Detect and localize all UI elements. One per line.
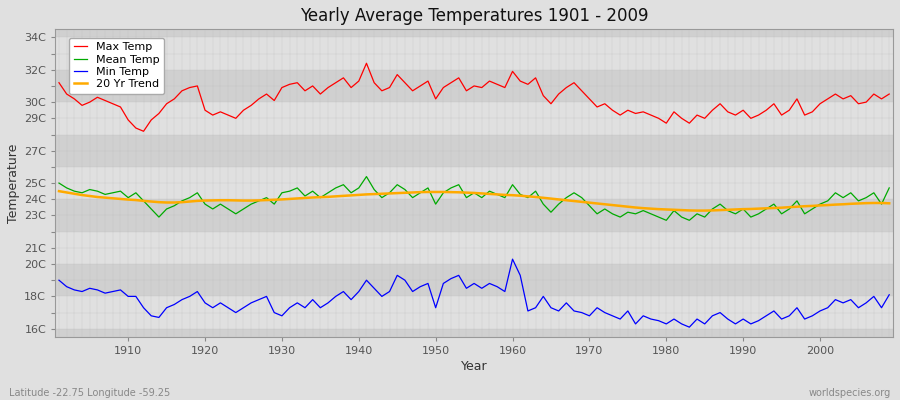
Max Temp — [361, 61, 372, 66]
Max Temp — [523, 82, 534, 87]
Title: Yearly Average Temperatures 1901 - 2009: Yearly Average Temperatures 1901 - 2009 — [300, 7, 648, 25]
20 Yr Trend — [500, 192, 510, 197]
Max Temp — [115, 104, 126, 109]
Mean Temp — [507, 182, 517, 187]
Min Temp — [330, 294, 341, 299]
Line: Mean Temp: Mean Temp — [59, 176, 889, 220]
Min Temp — [54, 278, 65, 283]
Line: Min Temp: Min Temp — [59, 259, 889, 327]
20 Yr Trend — [115, 196, 126, 201]
Bar — [55, 232, 893, 264]
Mean Temp — [330, 186, 341, 190]
20 Yr Trend — [884, 201, 895, 206]
X-axis label: Year: Year — [461, 360, 488, 373]
Min Temp — [284, 305, 295, 310]
Min Temp — [515, 273, 526, 278]
Max Temp — [615, 113, 626, 118]
Max Temp — [515, 79, 526, 84]
Bar — [55, 102, 893, 134]
Bar — [55, 167, 893, 199]
Text: worldspecies.org: worldspecies.org — [809, 388, 891, 398]
Mean Temp — [608, 212, 618, 216]
Legend: Max Temp, Mean Temp, Min Temp, 20 Yr Trend: Max Temp, Mean Temp, Min Temp, 20 Yr Tre… — [69, 38, 164, 94]
Bar — [55, 134, 893, 167]
20 Yr Trend — [284, 196, 295, 201]
Min Temp — [684, 325, 695, 330]
Min Temp — [884, 292, 895, 297]
Max Temp — [884, 92, 895, 96]
Bar — [55, 5, 893, 37]
Bar — [55, 199, 893, 232]
Min Temp — [608, 314, 618, 318]
20 Yr Trend — [507, 193, 517, 198]
Line: Max Temp: Max Temp — [59, 63, 889, 131]
Min Temp — [507, 257, 517, 262]
Mean Temp — [284, 189, 295, 194]
Text: Latitude -22.75 Longitude -59.25: Latitude -22.75 Longitude -59.25 — [9, 388, 170, 398]
Mean Temp — [54, 181, 65, 186]
Max Temp — [138, 129, 148, 134]
Mean Temp — [515, 192, 526, 197]
Mean Temp — [884, 186, 895, 190]
Bar — [55, 264, 893, 296]
Bar — [55, 70, 893, 102]
Bar — [55, 37, 893, 70]
Mean Temp — [361, 174, 372, 179]
Mean Temp — [115, 189, 126, 194]
20 Yr Trend — [691, 208, 702, 213]
Bar — [55, 296, 893, 329]
Line: 20 Yr Trend: 20 Yr Trend — [59, 191, 889, 210]
Mean Temp — [661, 218, 671, 223]
Min Temp — [115, 288, 126, 292]
20 Yr Trend — [330, 194, 341, 199]
Y-axis label: Temperature: Temperature — [7, 143, 20, 223]
Max Temp — [338, 76, 349, 80]
20 Yr Trend — [54, 189, 65, 194]
Max Temp — [292, 80, 302, 85]
Max Temp — [54, 80, 65, 85]
Min Temp — [500, 289, 510, 294]
20 Yr Trend — [599, 202, 610, 207]
